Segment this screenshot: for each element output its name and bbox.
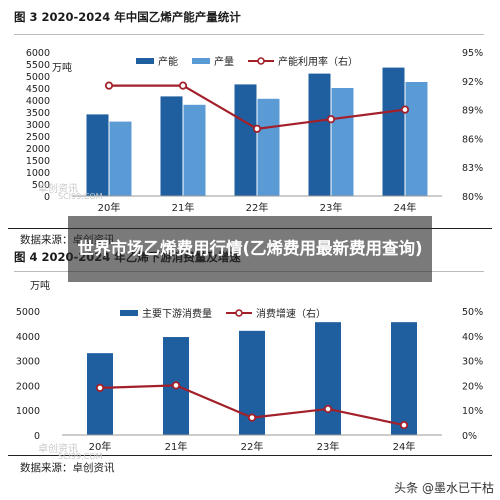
y-tick-label: 1500 [26,156,50,167]
line-point [247,413,257,422]
legend-swatch [120,310,138,316]
chart1-svg: 0500100015002000250030003500400045005000… [26,48,483,214]
x-tick-label: 20年 [89,440,112,453]
y-tick-label: 4000 [16,332,40,343]
chart2-source: 数据来源：卓创资讯 [20,462,115,474]
chart1-title-divider [14,34,484,35]
y-tick-label: 1000 [16,406,40,417]
y2-tick-label: 95% [462,48,483,59]
chart1-title: 图 3 2020-2024 年中国乙烯产能产量统计 [14,10,241,24]
legend-swatch [192,58,210,64]
legend-label: 产能 [158,55,178,68]
line-point [399,420,409,430]
line-point [95,383,105,392]
y2-tick-label: 92% [462,77,483,88]
watermark-3: 卓创资讯 [38,444,78,455]
line-point [323,404,333,414]
line-point [252,124,262,133]
line-point [104,81,114,90]
x-tick-label: 22年 [241,440,264,453]
y-tick-label: 5500 [26,60,50,71]
y-tick-label: 4500 [26,84,50,95]
article-title-banner: 世界市场乙烯费用行情(乙烯费用最新费用查询) [68,216,432,282]
bar-主要下游消费量 [315,322,341,435]
y2-tick-label: 80% [462,192,483,203]
bar-产能 [160,96,183,196]
y-unit-label: 万吨 [52,61,72,74]
line-point [400,105,410,114]
y2-tick-label: 86% [462,134,483,145]
x-tick-label: 24年 [393,440,416,453]
y-tick-label: 2000 [26,144,50,155]
y-tick-label: 0 [34,431,40,442]
bar-产量 [183,104,206,196]
y2-tick-label: 30% [462,357,483,368]
x-tick-label: 22年 [246,201,269,214]
line-产能利用率（右） [109,84,406,130]
y2-tick-label: 83% [462,163,483,174]
y-unit-label: 万吨 [30,279,50,292]
bar-产能 [308,73,331,196]
line-point [171,381,181,390]
y-tick-label: 500 [32,180,50,191]
y2-tick-label: 89% [462,106,483,117]
y2-tick-label: 0% [462,431,477,442]
legend-label: 产量 [214,55,234,68]
watermark-2: SCI99.COM [58,192,103,201]
legend-swatch [136,58,154,64]
line-point [326,115,336,124]
y-tick-label: 1000 [26,168,50,179]
chart2-svg: 0 1000 2000 3000 4000 5000 0% 10% 20% 30% 40% 50% 万吨… [16,279,483,453]
y-tick-label: 3000 [26,120,50,131]
watermark-1: 卓创资讯 [38,184,78,195]
x-tick-label: 21年 [172,201,195,214]
y-tick-label: 4000 [26,96,50,107]
legend-label: 主要下游消费量 [142,307,212,320]
bar-产量 [257,98,280,196]
y2-tick-label: 10% [462,406,483,417]
x-tick-label: 20年 [98,201,121,214]
y-tick-label: 2000 [16,381,40,392]
x-tick-label: 23年 [320,201,343,214]
y2-tick-label: 20% [462,381,483,392]
y-tick-label: 0 [44,192,50,203]
bar-产能 [234,84,257,196]
line-point [178,81,188,90]
y-tick-label: 3000 [16,357,40,368]
bar-产量 [405,82,428,196]
y-tick-label: 2500 [26,132,50,143]
y2-tick-label: 50% [462,307,483,318]
y-tick-label: 5000 [16,307,40,318]
legend-label: 消费增速（右） [256,307,326,320]
footer-credit: 头条 @墨水已干枯 [394,481,494,495]
bar-产能 [382,67,405,196]
y-tick-label: 5000 [26,72,50,83]
legend-label: 产能利用率（右） [278,55,358,68]
bar-主要下游消费量 [391,322,417,435]
legend-marker [257,57,265,65]
chart2-source-divider [8,455,492,456]
bar-产量 [109,121,132,196]
legend-marker [235,309,243,317]
watermark-4: SCI99.COM [58,452,103,461]
y-tick-label: 6000 [26,48,50,59]
bar-产量 [331,88,354,196]
x-tick-label: 21年 [165,440,188,453]
bar-主要下游消费量 [87,353,113,435]
x-tick-label: 24年 [394,201,417,214]
bar-产能 [86,114,109,196]
x-tick-label: 23年 [317,440,340,453]
y-tick-label: 3500 [26,108,50,119]
y2-tick-label: 40% [462,332,483,343]
